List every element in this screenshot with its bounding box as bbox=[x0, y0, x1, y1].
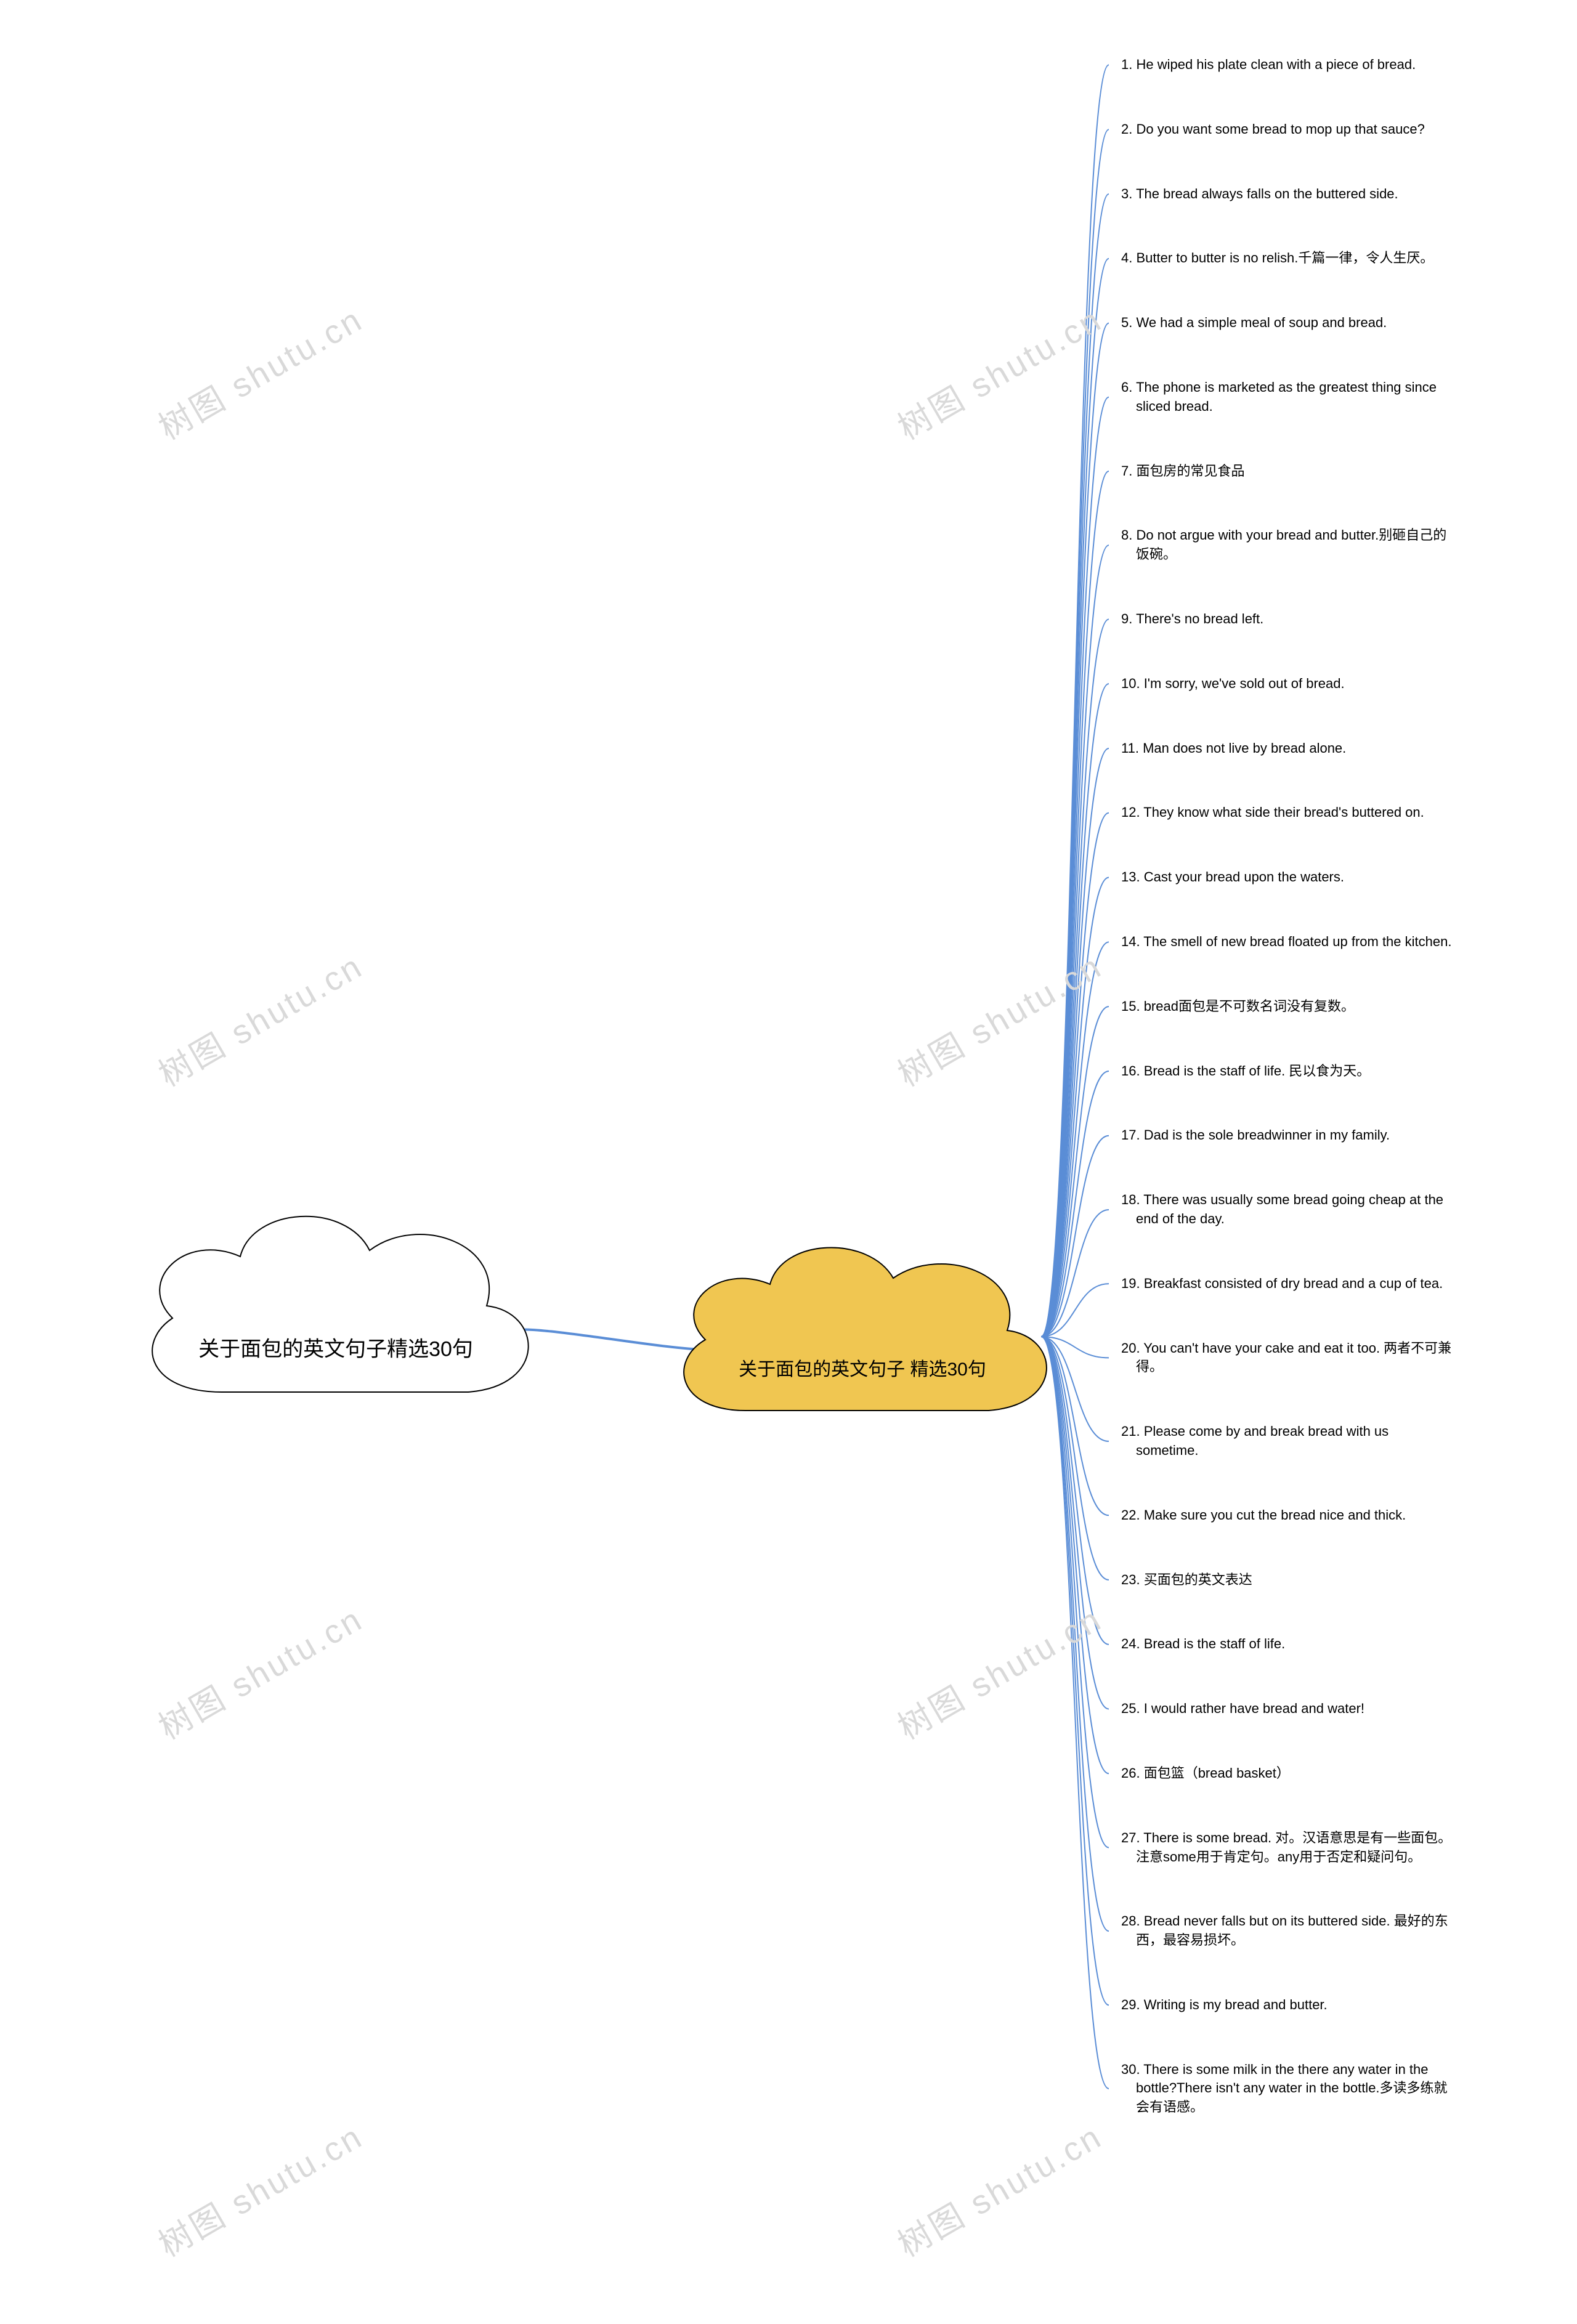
leaf-item: 1. He wiped his plate clean with a piece… bbox=[1109, 55, 1454, 75]
leaf-item: 3. The bread always falls on the buttere… bbox=[1109, 185, 1454, 204]
leaf-item: 10. I'm sorry, we've sold out of bread. bbox=[1109, 674, 1454, 694]
watermark-text: 树图 shutu.cn bbox=[148, 2110, 371, 2266]
leaf-item: 8. Do not argue with your bread and butt… bbox=[1109, 526, 1454, 564]
root-cloud-label: 关于面包的英文句子精选30句 bbox=[111, 1334, 561, 1366]
leaf-item: 14. The smell of new bread floated up fr… bbox=[1109, 933, 1454, 952]
leaf-item: 23. 买面包的英文表达 bbox=[1109, 1571, 1454, 1590]
leaf-item: 24. Bread is the staff of life. bbox=[1109, 1635, 1454, 1654]
leaf-item: 30. There is some milk in the there any … bbox=[1109, 2060, 1454, 2117]
watermark-text: 树图 shutu.cn bbox=[148, 293, 371, 449]
leaf-item: 18. There was usually some bread going c… bbox=[1109, 1191, 1454, 1229]
sub-cloud-node: 关于面包的英文句子 精选30句 bbox=[647, 1207, 1078, 1466]
watermark-text: 树图 shutu.cn bbox=[888, 1592, 1110, 1749]
leaf-item: 4. Butter to butter is no relish.千篇一律，令人… bbox=[1109, 249, 1454, 268]
watermark-text: 树图 shutu.cn bbox=[888, 2110, 1110, 2266]
mindmap-canvas: 关于面包的英文句子精选30句 关于面包的英文句子 精选30句 1. He wip… bbox=[0, 0, 1577, 2324]
leaf-item: 16. Bread is the staff of life. 民以食为天。 bbox=[1109, 1062, 1454, 1081]
leaf-item: 22. Make sure you cut the bread nice and… bbox=[1109, 1506, 1454, 1525]
leaf-item: 7. 面包房的常见食品 bbox=[1109, 462, 1454, 481]
leaf-item: 20. You can't have your cake and eat it … bbox=[1109, 1339, 1454, 1377]
watermark-text: 树图 shutu.cn bbox=[148, 1592, 371, 1749]
sub-cloud-shape bbox=[647, 1207, 1078, 1466]
leaf-item: 21. Please come by and break bread with … bbox=[1109, 1422, 1454, 1460]
leaf-item: 12. They know what side their bread's bu… bbox=[1109, 803, 1454, 822]
leaf-item: 29. Writing is my bread and butter. bbox=[1109, 1996, 1454, 2015]
leaf-item: 27. There is some bread. 对。汉语意思是有一些面包。注意… bbox=[1109, 1829, 1454, 1867]
root-cloud-node: 关于面包的英文句子精选30句 bbox=[111, 1170, 561, 1460]
leaf-item: 15. bread面包是不可数名词没有复数。 bbox=[1109, 997, 1454, 1016]
items-column: 1. He wiped his plate clean with a piece… bbox=[1109, 55, 1454, 2163]
leaf-item: 17. Dad is the sole breadwinner in my fa… bbox=[1109, 1126, 1454, 1145]
leaf-item: 2. Do you want some bread to mop up that… bbox=[1109, 120, 1454, 139]
watermark-text: 树图 shutu.cn bbox=[148, 939, 371, 1096]
sub-cloud-label: 关于面包的英文句子 精选30句 bbox=[647, 1354, 1078, 1381]
leaf-item: 9. There's no bread left. bbox=[1109, 610, 1454, 629]
leaf-item: 28. Bread never falls but on its buttere… bbox=[1109, 1912, 1454, 1950]
leaf-item: 25. I would rather have bread and water! bbox=[1109, 1699, 1454, 1719]
leaf-item: 11. Man does not live by bread alone. bbox=[1109, 739, 1454, 758]
leaf-item: 13. Cast your bread upon the waters. bbox=[1109, 868, 1454, 887]
leaf-item: 6. The phone is marketed as the greatest… bbox=[1109, 378, 1454, 416]
root-cloud-shape bbox=[111, 1170, 561, 1460]
watermark-text: 树图 shutu.cn bbox=[888, 293, 1110, 449]
watermark-text: 树图 shutu.cn bbox=[888, 939, 1110, 1096]
leaf-item: 26. 面包篮（bread basket） bbox=[1109, 1764, 1454, 1783]
leaf-item: 19. Breakfast consisted of dry bread and… bbox=[1109, 1274, 1454, 1294]
leaf-item: 5. We had a simple meal of soup and brea… bbox=[1109, 314, 1454, 333]
